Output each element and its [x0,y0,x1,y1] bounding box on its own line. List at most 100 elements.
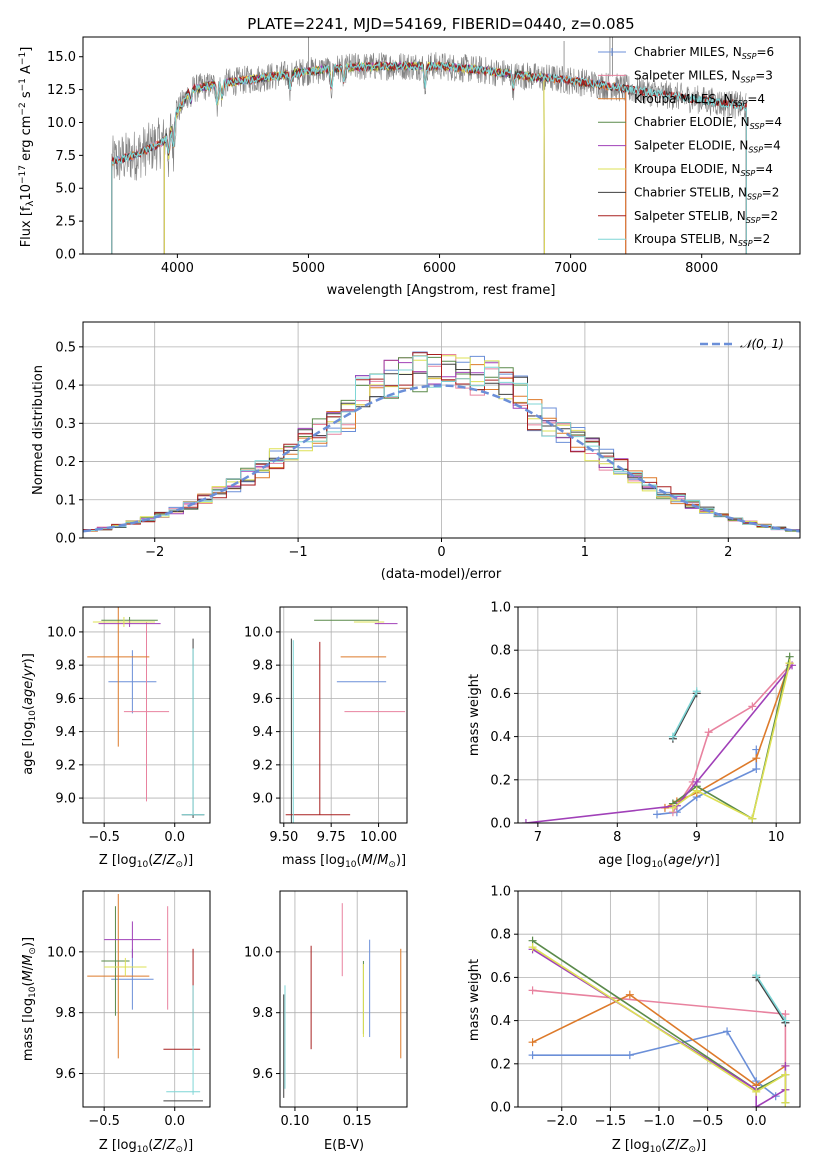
mass_vs_EBV-xtick-label: 0.10 [280,1114,309,1129]
spectrum-ytick-label: 12.5 [47,83,76,98]
massweight_vs_age-point-marker [692,777,701,786]
mass_vs_EBV-ytick-label: 9.6 [252,1067,273,1082]
mass-vs-ebv-panel: E(B-V) [324,1138,364,1153]
residuals-xtick-label: 0 [437,545,445,560]
residuals-xtick-label: −2 [145,545,164,560]
massweight_vs_Z-point-marker [528,986,537,995]
mass_vs_EBV-axes: 0.10 0.15 9.6 9.8 10.0 [244,890,408,1129]
spectrum-ytick-label: 7.5 [55,149,76,164]
massweight_vs_Z-axes: −2.0 −1.5 −1.0 −0.5 0.0 0.0 0.2 0.4 0.6 0.8 1.0 [490,885,801,1129]
massweight_vs_Z-point-marker [781,1061,790,1070]
spectrum-legend-label-count: =3 [755,68,773,82]
mass_vs_EBV-xtick-label: 0.15 [343,1114,372,1129]
mw-z-xlabel: Z [log10(Z/Z⊙)] [612,1138,706,1155]
spectrum-legend-label-sub: SSP [741,75,756,84]
age_vs_Z-ytick-label: 9.2 [55,758,76,773]
spectrum-model-line [111,61,747,254]
age_vs_mass-xtick-label: 9.50 [269,830,298,845]
age_vs_mass-ytick-label: 9.6 [252,692,273,707]
massweight_vs_age-plot [521,652,797,823]
massweight_vs_Z-point-marker [752,1087,761,1096]
spectrum-title: PLATE=2241, MJD=54169, FIBERID=0440, z=0… [247,15,634,33]
age_vs_Z-xtick-label: −0.5 [88,830,120,845]
mass_vs_Z-ytick-label: 9.8 [55,1006,76,1021]
massweight_vs_Z-ytick-label: 0.4 [490,1014,511,1029]
massweight_vs_age-xtick-label: 9 [693,830,701,845]
age-vs-metallicity-panel: Z [log10(Z/Z⊙)] age [log10(age/yr)] [21,653,193,870]
massweight_vs_age-ytick-label: 0.2 [490,773,511,788]
age_vs_Z-axes: −0.5 0.0 9.0 9.2 9.4 9.6 9.8 10.0 [47,606,211,845]
massweight_vs_age-point-marker [752,765,761,773]
mass-z-ylabel: mass [log10(M/M⊙)] [21,937,38,1061]
age_vs_Z-ytick-label: 9.6 [55,692,76,707]
massweight_vs_Z-ytick-label: 1.0 [490,885,511,900]
mass_vs_EBV-grid [280,891,407,1107]
mw-age-xlabel: age [log10(age/yr)] [598,853,720,870]
spectrum-xtick-label: 6000 [423,261,456,276]
massweight_vs_Z-ytick-label: 0.6 [490,971,511,986]
spectrum-legend-label-text: Kroupa MILES, N [634,92,733,106]
spectrum-legend-label-count: =4 [747,92,765,106]
residuals-ytick-label: 0.4 [55,379,76,394]
spectrum-legend-label-count: =2 [762,185,780,199]
massweight_vs_Z-point-marker [625,990,634,999]
spectrum-ytick-label: 2.5 [55,215,76,230]
massweight_vs_Z-point-marker [528,1038,537,1047]
spectrum-legend-label-text: Salpeter STELIB, N [634,209,746,223]
residuals-ytick-label: 0.2 [55,455,76,470]
massweight_vs_age-ytick-label: 1.0 [490,601,511,616]
mass_vs_Z-xtick-label: −0.5 [88,1114,120,1129]
massweight_vs_Z-point-marker [528,943,537,952]
age_vs_Z-plot [87,607,205,819]
residuals-ytick-label: 0.0 [55,532,76,547]
spectrum-legend-label-sub: SSP [747,192,762,201]
spectrum-legend-label-count: =4 [764,115,782,129]
spectrum-legend-label-count: =6 [756,45,774,59]
spectrum-ytick-label: 10.0 [47,116,76,131]
age_vs_mass-plot [285,619,406,823]
residuals-ylabel: Normed distribution [31,365,46,495]
spectrum-frame [82,36,801,255]
spectrum-legend-label-text: Kroupa STELIB, N [634,232,738,246]
massweight_vs_age-frame [517,606,801,824]
mass_vs_Z-axes: −0.5 0.0 9.6 9.8 10.0 [47,890,211,1129]
age_vs_mass-ytick-label: 9.0 [252,792,273,807]
spectrum-legend-label-text: Salpeter ELODIE, N [634,139,748,153]
age_vs_Z-ytick-label: 10.0 [47,625,76,640]
massweight-vs-age-panel: age [log10(age/yr)] mass weight [467,674,720,870]
spectrum-legend-label-sub: SSP [733,99,748,108]
spectrum-legend-label-count: =2 [753,232,771,246]
mass-vs-metallicity-panel: Z [log10(Z/Z⊙)] mass [log10(M/M⊙)] [21,937,193,1155]
massweight_vs_age-point-marker [521,819,530,823]
mass_vs_EBV-plot [283,903,402,1098]
residuals-xlabel: (data-model)/error [381,567,502,582]
spectrum-legend-label: Kroupa ELODIE, NSSP=4 [634,162,773,178]
mass_vs_EBV-ytick-label: 9.8 [252,1006,273,1021]
age_vs_Z-frame [82,606,211,824]
spectrum-legend-label-text: Salpeter MILES, N [634,68,741,82]
mass_vs_Z-plot [87,894,203,1102]
massweight_vs_age-xtick-label: 8 [613,830,621,845]
residuals-ytick-label: 0.5 [55,340,76,355]
residuals-xtick-label: −1 [289,545,308,560]
massweight_vs_age-point-marker [748,702,757,711]
age_vs_mass-axes: 9.50 9.75 10.00 9.0 9.2 9.4 9.6 9.8 10.0 [244,606,408,845]
residuals-panel: (data-model)/error Normed distribution [31,365,502,582]
massweight_vs_Z-series-line [532,993,786,1087]
massweight-vs-metallicity-panel: Z [log10(Z/Z⊙)] mass weight [467,959,706,1155]
massweight_vs_Z-xtick-label: −0.5 [692,1114,724,1129]
spectrum-legend-label: Chabrier ELODIE, NSSP=4 [634,115,782,131]
spectrum-panel: PLATE=2241, MJD=54169, FIBERID=0440, z=0… [18,15,635,298]
age_vs_mass-ytick-label: 10.0 [244,625,273,640]
massweight_vs_age-axes: 7 8 9 10 0.0 0.2 0.4 0.6 0.8 1.0 [490,601,801,845]
gaussian-legend-label: 𝒩(0, 1) [740,337,784,351]
spectrum-legend-label-text: Chabrier ELODIE, N [634,115,750,129]
mass_vs_EBV-ytick-label: 10.0 [244,945,273,960]
massweight_vs_Z-point-marker [781,1070,790,1079]
spectrum-legend-label-sub: SSP [738,239,753,248]
massweight_vs_Z-point-marker [781,1098,790,1107]
spectrum-legend-label: Salpeter STELIB, NSSP=2 [634,209,778,225]
massweight_vs_age-xtick-label: 10 [768,830,785,845]
massweight_vs_Z-frame [517,890,801,1108]
